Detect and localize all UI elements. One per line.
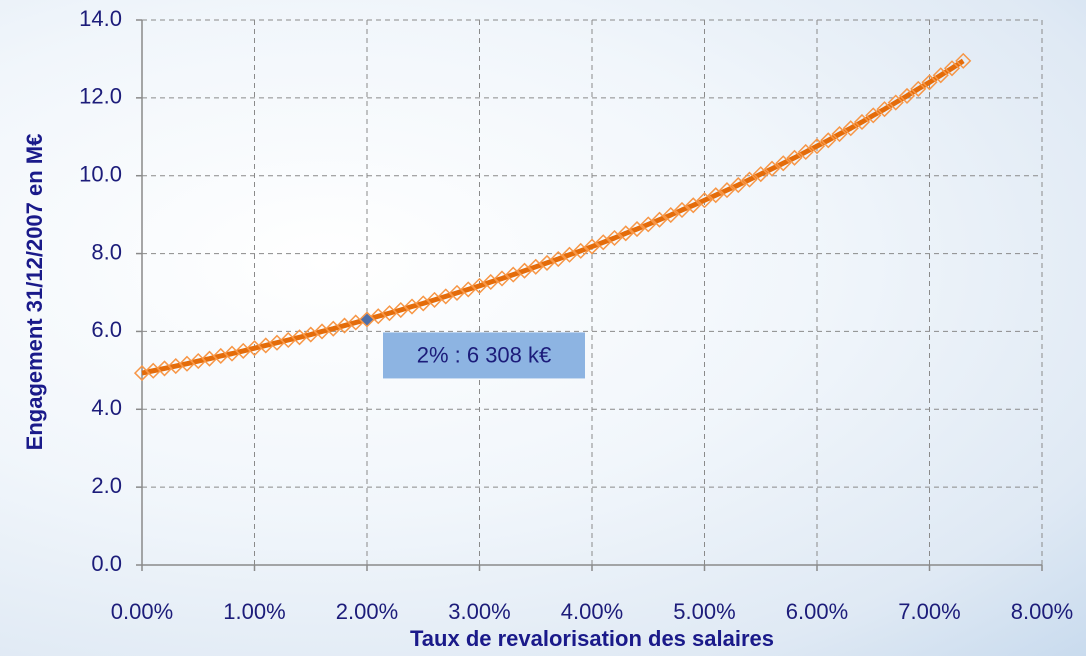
annotation-label: 2% : 6 308 k€ — [417, 342, 552, 367]
data-marker — [606, 229, 623, 247]
data-marker — [921, 74, 938, 91]
data-marker — [865, 107, 882, 124]
data-marker — [898, 87, 916, 104]
data-marker — [572, 242, 589, 259]
x-tick-label: 7.00% — [898, 599, 960, 624]
data-marker — [876, 101, 893, 118]
data-marker — [831, 126, 848, 143]
data-marker — [808, 138, 826, 155]
data-marker — [685, 197, 702, 214]
data-marker — [640, 216, 657, 233]
x-tick-label: 0.00% — [111, 599, 173, 624]
data-marker — [516, 262, 533, 279]
data-line — [141, 58, 965, 376]
data-marker — [730, 176, 747, 194]
data-marker — [493, 270, 511, 287]
data-marker — [561, 246, 578, 263]
data-marker — [550, 250, 567, 268]
x-axis-title: Taux de revalorisation des salaires — [410, 626, 774, 651]
x-tick-label: 2.00% — [336, 599, 398, 624]
data-marker — [797, 143, 814, 161]
data-marker — [910, 80, 927, 97]
data-marker — [741, 171, 758, 188]
data-marker — [471, 277, 488, 294]
data-marker — [595, 234, 612, 251]
y-tick-label: 6.0 — [91, 317, 122, 342]
data-marker — [696, 192, 713, 209]
annotation-box — [383, 332, 585, 379]
data-marker — [505, 266, 522, 283]
y-tick-label: 2.0 — [91, 473, 122, 498]
y-tick-label: 12.0 — [79, 84, 122, 109]
data-marker — [651, 211, 668, 228]
data-marker — [887, 94, 904, 111]
data-marker — [707, 187, 724, 204]
data-marker — [617, 225, 634, 242]
x-tick-label: 8.00% — [1011, 599, 1073, 624]
x-tick-label: 4.00% — [561, 599, 623, 624]
data-marker — [583, 238, 601, 255]
data-marker — [943, 60, 961, 77]
data-marker — [752, 166, 769, 183]
data-marker — [673, 201, 691, 219]
data-marker — [763, 160, 781, 177]
x-tick-label: 3.00% — [448, 599, 510, 624]
data-marker — [853, 113, 871, 131]
y-tick-label: 4.0 — [91, 395, 122, 420]
y-axis-title: Engagement 31/12/2007 en M€ — [22, 134, 47, 451]
x-tick-label: 1.00% — [223, 599, 285, 624]
data-marker — [718, 182, 736, 199]
y-tick-label: 10.0 — [79, 162, 122, 187]
data-marker — [538, 254, 556, 271]
data-marker — [628, 220, 646, 238]
data-marker — [842, 120, 859, 137]
highlight-point — [361, 313, 373, 326]
y-tick-label: 14.0 — [79, 6, 122, 31]
data-marker — [820, 132, 837, 149]
data-marker — [955, 52, 972, 69]
y-tick-label: 8.0 — [91, 239, 122, 264]
x-tick-label: 6.00% — [786, 599, 848, 624]
data-marker — [932, 67, 949, 84]
y-tick-label: 0.0 — [91, 551, 122, 576]
x-tick-label: 5.00% — [673, 599, 735, 624]
data-marker — [775, 155, 792, 172]
data-marker — [786, 149, 803, 166]
data-marker — [662, 206, 679, 224]
data-marker — [527, 258, 544, 275]
